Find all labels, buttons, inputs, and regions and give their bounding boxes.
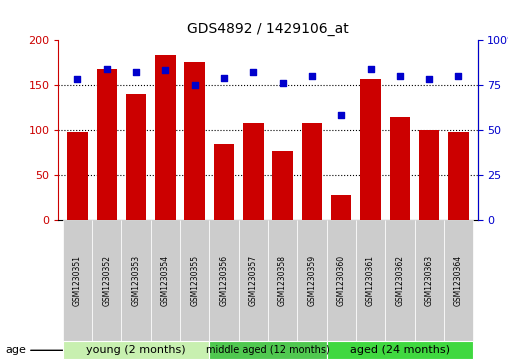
Bar: [360, 78, 381, 220]
Text: GSM1230362: GSM1230362: [395, 255, 404, 306]
Point: [73, 77, 81, 82]
Point: [425, 77, 433, 82]
Bar: [302, 123, 322, 220]
Point: [249, 69, 258, 75]
Text: GSM1230364: GSM1230364: [454, 255, 463, 306]
Text: GSM1230361: GSM1230361: [366, 255, 375, 306]
Point: [103, 66, 111, 72]
Point: [366, 66, 374, 72]
Text: GSM1230359: GSM1230359: [307, 255, 316, 306]
Bar: [272, 151, 293, 220]
Point: [220, 75, 228, 81]
Text: GSM1230354: GSM1230354: [161, 255, 170, 306]
Point: [396, 73, 404, 79]
Text: middle aged (12 months): middle aged (12 months): [206, 345, 330, 355]
Bar: [126, 94, 146, 220]
Bar: [184, 62, 205, 220]
Text: GSM1230353: GSM1230353: [132, 255, 141, 306]
Text: GSM1230358: GSM1230358: [278, 255, 287, 306]
Bar: [214, 144, 234, 220]
Bar: [448, 131, 469, 220]
Text: GSM1230363: GSM1230363: [425, 255, 434, 306]
Text: GSM1230356: GSM1230356: [219, 255, 229, 306]
Text: GSM1230351: GSM1230351: [73, 255, 82, 306]
Text: age: age: [5, 345, 26, 355]
Point: [162, 68, 170, 73]
Point: [132, 69, 140, 75]
Point: [454, 73, 462, 79]
Point: [278, 80, 287, 86]
Text: GSM1230360: GSM1230360: [337, 255, 346, 306]
Bar: [419, 130, 439, 220]
Bar: [155, 55, 176, 220]
Text: GSM1230355: GSM1230355: [190, 255, 199, 306]
Bar: [390, 117, 410, 220]
Bar: [97, 69, 117, 220]
Point: [190, 82, 199, 88]
Bar: [331, 195, 352, 220]
Text: GSM1230357: GSM1230357: [249, 255, 258, 306]
Text: young (2 months): young (2 months): [86, 345, 186, 355]
Title: GDS4892 / 1429106_at: GDS4892 / 1429106_at: [187, 22, 349, 36]
Bar: [243, 123, 264, 220]
Text: GSM1230352: GSM1230352: [102, 255, 111, 306]
Point: [337, 113, 345, 118]
Bar: [67, 131, 88, 220]
Point: [308, 73, 316, 79]
Text: aged (24 months): aged (24 months): [350, 345, 450, 355]
